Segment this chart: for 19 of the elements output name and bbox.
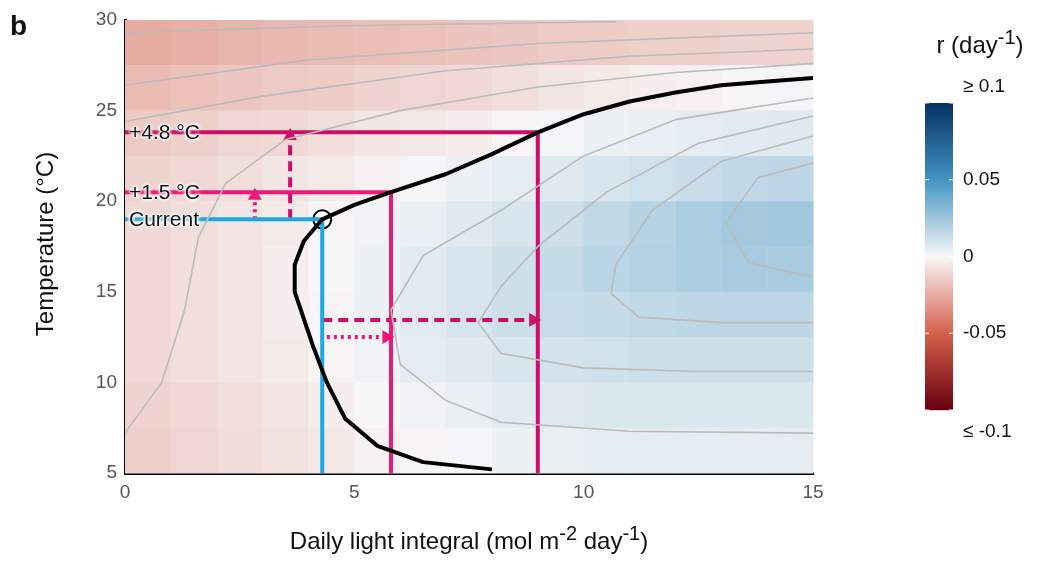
y-tick-label: 5 <box>106 461 117 483</box>
color-bar-label: 0.05 <box>963 167 1000 189</box>
x-tick-label: 10 <box>573 480 595 502</box>
y-axis-title: Temperature (°C) <box>31 150 59 339</box>
x-tick-label: 15 <box>802 480 824 502</box>
color-bar-label: ≤ -0.1 <box>963 420 1012 442</box>
chart-title: b <box>10 10 28 42</box>
x-axis-title: Daily light integral (mol m$^{-2}$ day$^{-1}$) <box>288 522 650 555</box>
color-bar-label: 0 <box>963 244 974 266</box>
y-tick-label: 10 <box>95 370 117 392</box>
x-tick-label: 5 <box>349 480 360 502</box>
y-tick-label: 30 <box>95 8 117 30</box>
y-tick-label: 25 <box>95 98 117 120</box>
y-tick-label: 20 <box>95 189 117 211</box>
color-bar-label: ≥ 0.1 <box>963 75 1006 97</box>
x-tick-label: 0 <box>119 480 131 502</box>
y-tick-label: 15 <box>95 280 117 302</box>
color-bar-label: -0.05 <box>963 321 1007 343</box>
color-bar-title: r (day$^{-1}$) <box>935 26 1025 59</box>
